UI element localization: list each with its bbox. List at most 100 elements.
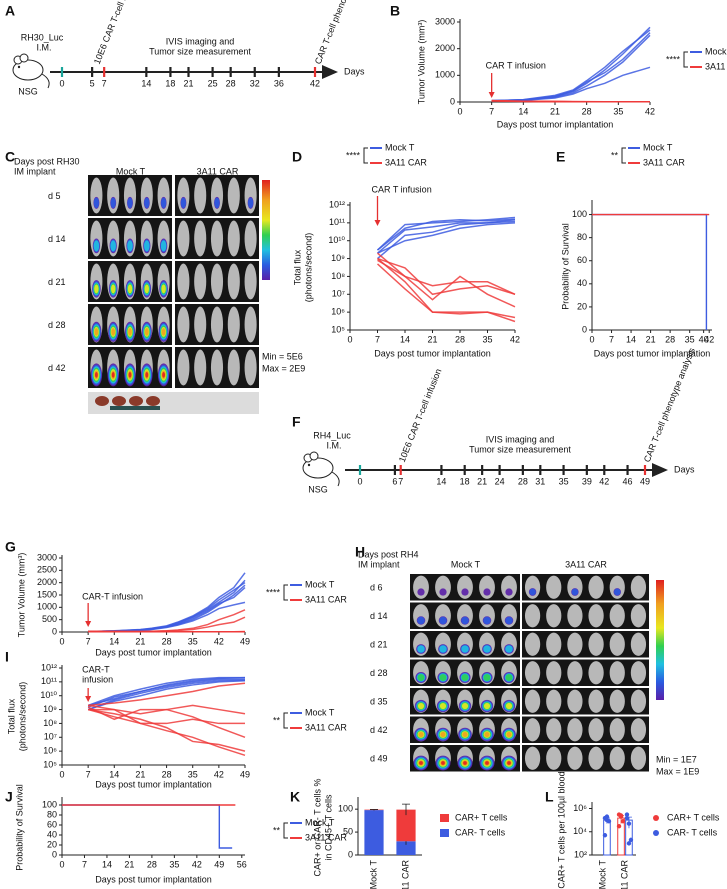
mouse-image — [524, 746, 541, 770]
mouse-image — [567, 604, 583, 628]
legend-label: CAR- T cells — [455, 827, 506, 837]
mouse-image — [567, 746, 583, 770]
x-tick-label: 35 — [188, 636, 198, 646]
mouse-icon — [12, 53, 50, 89]
signal — [161, 284, 166, 294]
x-tick-label: 14 — [109, 636, 119, 646]
mouse-line — [491, 32, 651, 102]
survival-curve — [592, 213, 708, 330]
y-tick-label: 10⁸ — [331, 271, 345, 281]
annotation: CAR T infusion — [372, 184, 432, 194]
imaging-title: Days post RH4 — [358, 549, 419, 559]
group-label: 3A11 CAR — [565, 559, 607, 569]
route-label: I.M. — [37, 42, 52, 52]
mouse-image — [588, 604, 604, 628]
mouse-image — [177, 177, 190, 214]
annotation-arrowhead — [85, 696, 92, 702]
y-tick-label: 10¹⁰ — [40, 690, 57, 700]
signal — [613, 588, 621, 596]
y-tick-label: 3000 — [37, 552, 57, 562]
color-bar — [262, 180, 270, 280]
x-tick-label: 21 — [550, 106, 560, 116]
y-axis-label: Total flux — [6, 698, 16, 734]
timeline-tick-label: 42 — [599, 476, 609, 486]
x-tick-label: 40 — [699, 334, 709, 344]
legend-swatch — [440, 829, 449, 837]
data-point — [628, 837, 634, 843]
imaging-label: IVIS imaging and — [486, 434, 555, 444]
legend-label: CAR+ T cells — [455, 812, 508, 822]
y-tick-label: 80 — [47, 809, 57, 819]
mouse-image — [177, 349, 190, 386]
panel-letter: L — [545, 789, 554, 805]
mouse-line — [377, 257, 516, 296]
y-tick-label: 10¹⁰ — [328, 235, 345, 245]
x-tick-label: 21 — [135, 636, 145, 646]
x-tick-label: 28 — [162, 636, 172, 646]
y-axis-label: Tumor Volume (mm³) — [16, 553, 26, 638]
x-tick-label: 35 — [482, 334, 492, 344]
image-cell — [522, 659, 649, 686]
signal — [441, 761, 445, 765]
timeline-tick-label: 5 — [90, 78, 95, 88]
legend-label: 3A11 CAR — [305, 594, 347, 604]
timeline-tick-label: 0 — [59, 78, 64, 88]
mouse-image — [567, 575, 583, 599]
annotation: CAR-T — [82, 664, 110, 674]
signal — [128, 372, 132, 378]
x-axis-label: Days post tumor implantation — [497, 119, 614, 129]
timeline-tick-label: 21 — [477, 476, 487, 486]
mouse-icon — [302, 451, 340, 487]
x-tick-label: 42 — [510, 334, 520, 344]
timeline-tick-label: 46 — [623, 476, 633, 486]
signal — [93, 240, 100, 252]
y-tick-label: 60 — [577, 255, 587, 265]
mouse-tail — [41, 73, 50, 89]
x-tick-label: Mock T — [368, 860, 378, 889]
timeline-tick-label: 36 — [274, 78, 284, 88]
y-tick-label: 0 — [52, 626, 57, 636]
mouse-image — [244, 263, 257, 300]
y-axis-label: (photons/second) — [17, 682, 27, 752]
imaging-title: IM implant — [358, 559, 400, 569]
mouse-ear — [309, 451, 319, 461]
y-tick-label: 10⁵ — [331, 324, 345, 334]
signal — [128, 328, 132, 336]
mouse-image — [90, 177, 103, 214]
signal — [461, 588, 469, 596]
x-tick-label: 0 — [59, 636, 64, 646]
mouse-line — [376, 216, 516, 251]
mouse-image — [210, 349, 224, 386]
panel-letter: A — [5, 3, 15, 19]
mouse-image — [609, 575, 625, 599]
y-tick-label: 100 — [572, 209, 587, 219]
y-tick-label: 20 — [47, 839, 57, 849]
x-tick-label: 49 — [214, 859, 224, 869]
signal — [461, 674, 469, 681]
mouse-line — [491, 66, 651, 102]
signal — [417, 674, 425, 681]
ruler — [110, 406, 160, 410]
y-tick-label: 100 — [338, 804, 353, 814]
signal — [214, 197, 220, 209]
x-tick-label: 0 — [59, 769, 64, 779]
timeline-tick-label: 42 — [310, 78, 320, 88]
annotation-arrowhead — [374, 220, 381, 226]
mouse-line — [376, 263, 516, 323]
y-tick-label: 50 — [343, 826, 353, 836]
x-tick-label: 42 — [704, 334, 714, 344]
max-label: Max = 2E9 — [262, 363, 305, 373]
y-tick-label: 10¹¹ — [41, 676, 57, 686]
mouse-image — [244, 349, 257, 386]
x-tick-label: Mock T — [597, 860, 607, 889]
signal — [93, 197, 99, 209]
analysis-label: CAR T-cell phenotype analysis — [313, 0, 368, 66]
mouse-image — [567, 689, 583, 713]
y-tick-label: 2500 — [37, 565, 57, 575]
signal — [439, 674, 447, 681]
mouse-image — [567, 661, 583, 685]
y-tick-label: 10¹² — [41, 662, 57, 672]
panel-letter: G — [5, 539, 16, 555]
panel-letter: C — [5, 149, 15, 165]
